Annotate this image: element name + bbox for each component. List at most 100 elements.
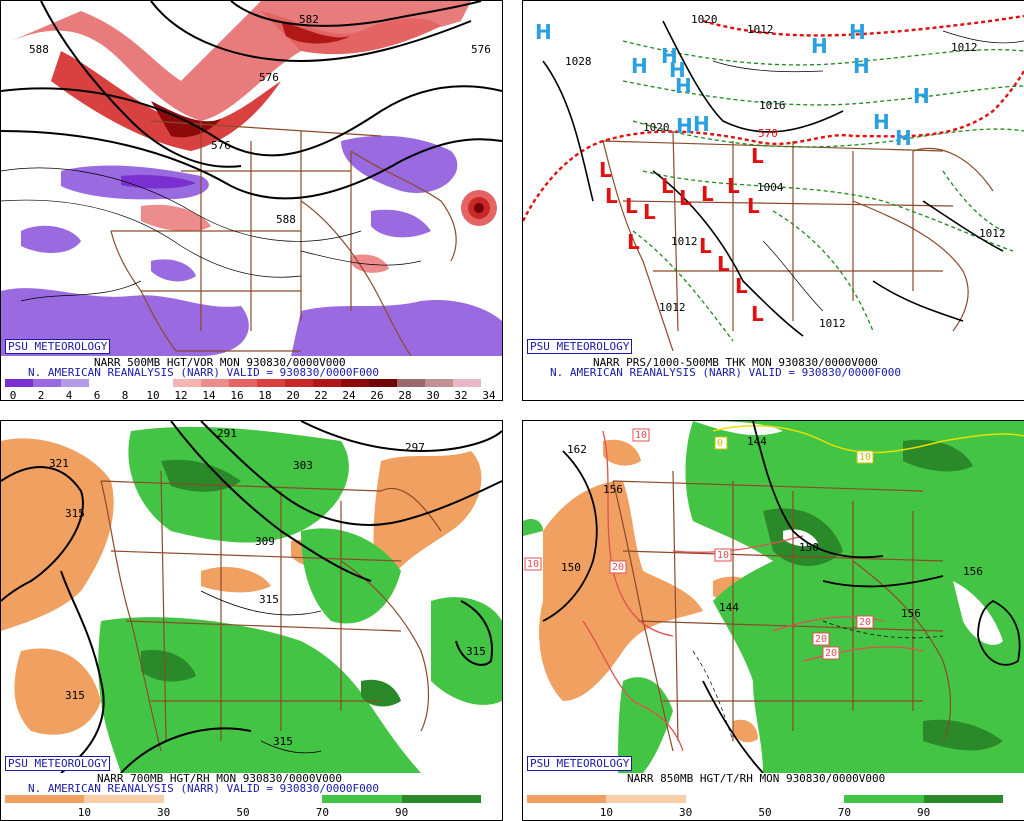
colorbar-tick-label: 32: [454, 389, 468, 401]
colorbar-tick-label: 16: [230, 389, 244, 401]
colorbar-swatch: [285, 379, 313, 387]
svg-text:L: L: [625, 194, 638, 218]
height-label: 150: [561, 561, 581, 574]
colorbar-tick-label: 10: [599, 806, 613, 819]
panel-title: NARR 850MB HGT/T/RH MON 930830/0000V000: [627, 772, 886, 785]
colorbar-tick-label: 70: [837, 806, 851, 819]
svg-text:H: H: [661, 44, 678, 68]
isobar-label: 1020: [643, 121, 670, 134]
t850-map: 162 156 150 144 150 156 156 144 10 10 20…: [523, 421, 1024, 773]
isobar-label: 1012: [747, 23, 774, 36]
height-label: 156: [963, 565, 983, 578]
svg-text:H: H: [913, 84, 930, 108]
isobar-label: 1012: [979, 227, 1006, 240]
colorbar-tick-label: 12: [174, 389, 188, 401]
isobar-label: 1012: [951, 41, 978, 54]
colorbar-swatch: [401, 795, 481, 803]
contour-label: 315: [466, 645, 486, 658]
isobar-label: 1012: [819, 317, 846, 330]
svg-text:H: H: [853, 54, 870, 78]
svg-text:H: H: [631, 54, 648, 78]
contour-label: 321: [49, 457, 69, 470]
contour-label: 309: [255, 535, 275, 548]
panel-subtitle: N. AMERICAN REANALYSIS (NARR) VALID = 93…: [28, 782, 379, 795]
contour-label: 582: [299, 13, 319, 26]
colorbar-tick-label: 2: [37, 389, 45, 401]
colorbar-swatch: [425, 379, 453, 387]
thickness-label: 570: [758, 127, 778, 140]
svg-text:20: 20: [825, 648, 837, 659]
svg-text:L: L: [751, 144, 764, 168]
svg-text:20: 20: [859, 617, 871, 628]
svg-text:L: L: [605, 184, 618, 208]
rh850-colorbar: [527, 795, 1003, 803]
svg-text:L: L: [679, 186, 692, 210]
svg-text:L: L: [751, 302, 764, 326]
contour-label: 588: [276, 213, 296, 226]
svg-text:L: L: [599, 158, 612, 182]
colorbar-swatch: [33, 379, 61, 387]
panel-subtitle: N. AMERICAN REANALYSIS (NARR) VALID = 93…: [550, 366, 901, 379]
panel-subtitle: N. AMERICAN REANALYSIS (NARR) VALID = 93…: [28, 366, 379, 379]
colorbar-tick-label: 30: [426, 389, 440, 401]
svg-text:H: H: [895, 126, 912, 150]
panel-pressure-thickness: H H H H H H H H H H H H H L L L L L L L …: [522, 0, 1024, 401]
rh700-colorbar: [5, 795, 481, 803]
panel-500mb-vorticity: 588 582 576 576 588 576 PSU METEOROLOGY …: [0, 0, 503, 401]
colorbar-tick-label: 26: [370, 389, 384, 401]
colorbar-swatch: [117, 379, 145, 387]
height-label: 144: [747, 435, 767, 448]
contour-label: 588: [29, 43, 49, 56]
svg-text:H: H: [669, 58, 686, 82]
temperature-labels: 10 10 20 10 20 20 20 0 10: [524, 428, 874, 660]
colorbar-swatch: [163, 795, 243, 803]
svg-text:10: 10: [859, 452, 871, 463]
rh700-map: 321 315 297 303 309 315 315 315 315 291: [1, 421, 502, 773]
panel-title: NARR 700MB HGT/RH MON 930830/0000V000: [97, 772, 343, 785]
colorbar-tick-label: 10: [146, 389, 160, 401]
colorbar-swatch: [5, 379, 33, 387]
rh850-colorbar-ticks: 10 30 50 70 90: [527, 806, 1003, 819]
svg-text:H: H: [849, 20, 866, 44]
height-label: 150: [799, 541, 819, 554]
height-label: 156: [901, 607, 921, 620]
vorticity-colorbar-ticks: 0 2 4 6 8 10 12 14 16 18 20 22 24 26 28 30 32 34: [9, 389, 496, 401]
pressure-thickness-map: H H H H H H H H H H H H H L L L L L L L …: [523, 1, 1024, 356]
svg-text:L: L: [735, 274, 748, 298]
contour-label: 315: [65, 689, 85, 702]
low-pressure-symbols: L L L L L L L L L L L L L L L: [599, 144, 764, 326]
colorbar-tick-label: 0: [9, 389, 17, 401]
svg-text:H: H: [811, 34, 828, 58]
colorbar-tick-label: 10: [77, 806, 91, 819]
isobar-label: 1004: [757, 181, 784, 194]
contour-label: 315: [65, 507, 85, 520]
svg-text:L: L: [717, 252, 730, 276]
colorbar-tick-label: 18: [258, 389, 272, 401]
high-pressure-symbols: H H H H H H H H H H H H H: [535, 20, 930, 150]
colorbar-swatch: [257, 379, 285, 387]
colorbar-swatch: [397, 379, 425, 387]
colorbar-swatch: [685, 795, 765, 803]
psu-meteorology-label: PSU METEOROLOGY: [5, 339, 111, 354]
colorbar-swatch: [242, 795, 323, 803]
colorbar-swatch: [229, 379, 257, 387]
contour-label: 576: [471, 43, 491, 56]
contour-label: 297: [405, 441, 425, 454]
svg-text:L: L: [627, 230, 640, 254]
rh700-colorbar-ticks: 10 30 50 70 90: [5, 806, 481, 819]
height-label: 162: [567, 443, 587, 456]
psu-meteorology-label: PSU METEOROLOGY: [527, 756, 633, 771]
svg-text:L: L: [701, 182, 714, 206]
svg-text:L: L: [747, 194, 760, 218]
colorbar-tick-label: 24: [342, 389, 356, 401]
isobar-label: 1012: [671, 235, 698, 248]
colorbar-swatch: [341, 379, 369, 387]
isobar-label: 1012: [659, 301, 686, 314]
colorbar-swatch: [313, 379, 341, 387]
colorbar-swatch: [844, 795, 924, 803]
colorbar-swatch: [61, 379, 89, 387]
colorbar-swatch: [322, 795, 402, 803]
colorbar-swatch: [201, 379, 229, 387]
svg-text:L: L: [699, 234, 712, 258]
panel-title: NARR PRS/1000-500MB THK MON 930830/0000V…: [593, 356, 878, 369]
